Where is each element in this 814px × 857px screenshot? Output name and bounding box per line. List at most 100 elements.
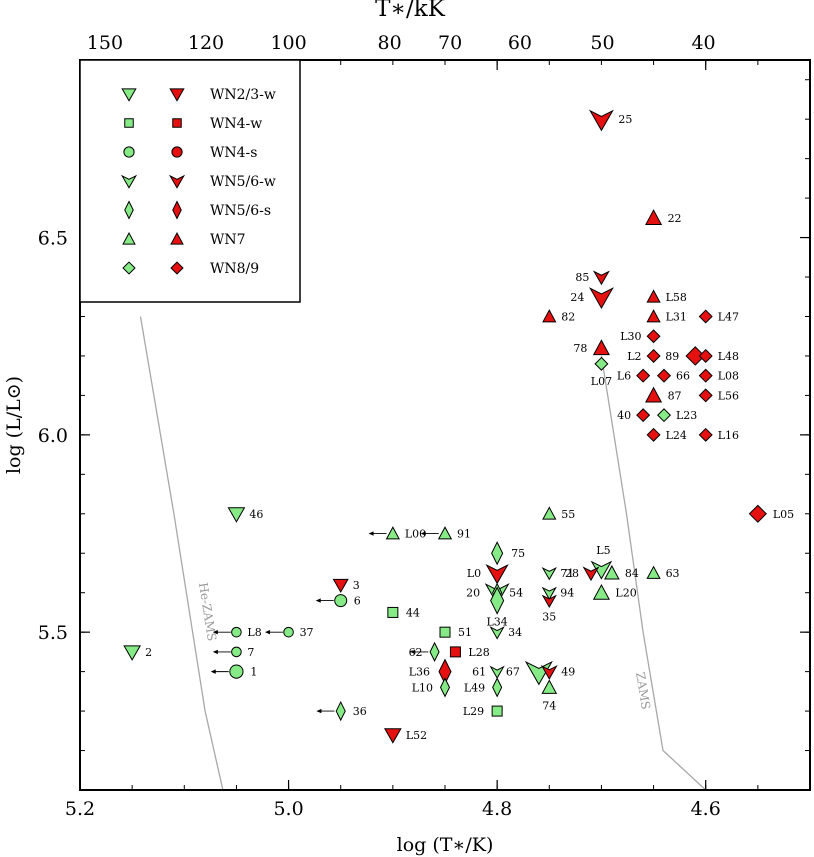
data-point-49: 49 [540,665,575,680]
data-point-label: 34 [508,626,522,639]
data-point-l05: L05 [748,504,794,523]
upper-limit-arrowhead [212,649,218,655]
top-tick-label: 70 [438,32,462,54]
legend-box [79,59,301,303]
data-point-label: L56 [718,389,739,402]
data-point-label: 67 [506,666,520,679]
data-point-label: 51 [458,626,472,639]
marker-diamond [698,388,713,403]
data-point-62: 62 [409,641,440,663]
data-point-label: L00 [405,528,426,541]
marker-diamond-tall [429,641,440,663]
legend-marker-green [122,231,136,245]
legend-label: WN4-s [210,145,257,161]
data-point-label: 1 [250,666,257,679]
marker-circle [334,594,348,608]
data-point-label: 54 [509,587,523,600]
data-point-label: L05 [773,508,794,521]
marker-diamond [636,368,651,383]
data-point-label: 22 [668,212,682,225]
data-point-label: 40 [617,409,631,422]
data-point-37: 37 [264,626,314,639]
upper-limit-arrowhead [368,531,374,536]
legend-marker-green [124,200,134,220]
data-point-l6: L6 [617,368,651,383]
curve-label: ZAMS [633,671,653,710]
curve-he-zams [139,316,224,791]
top-tick-label: 80 [378,32,402,54]
data-point-label: 94 [560,587,574,600]
marker-diamond [698,427,713,442]
data-point-40: 40 [617,408,651,423]
x-tick-label: 5.2 [65,798,95,820]
marker-diamond [698,368,713,383]
legend-marker-green [124,118,134,128]
legend-marker-green [122,261,136,275]
marker-arrow-down [590,560,613,580]
marker-diamond [646,348,661,363]
marker-square [491,705,503,717]
data-point-25: 25 [588,109,632,132]
marker-circle [231,626,242,638]
data-point-label: 84 [625,567,639,580]
marker-diamond [594,356,609,371]
curve-zams [600,355,707,791]
data-point-l34: L34 [486,586,508,629]
data-point-l49: L49 [464,677,503,698]
data-point-label: 35 [542,611,556,624]
data-point-l47: L47 [698,309,739,324]
legend-marker-green [121,88,137,102]
left-axis-ticks: 5.5 6.0 6.5 [38,79,810,752]
x-tick-label: 4.6 [691,798,721,820]
data-point-l2: L2 [627,348,661,363]
data-point-label: 63 [666,567,680,580]
data-point-label: L48 [718,350,739,363]
legend-marker-green [123,146,135,158]
marker-tri-up [542,506,557,520]
upper-limit-arrowhead [212,629,218,635]
upper-limit-arrowhead [315,598,321,603]
data-point-label: 87 [668,389,682,402]
data-point-l58: L58 [646,289,687,304]
marker-tri-down [383,728,402,744]
marker-tri-up [646,289,661,303]
data-point-label: L16 [718,429,739,442]
data-point-label: L20 [615,587,636,600]
data-point-85: 85 [575,270,610,286]
marker-arrow-down [489,626,505,640]
data-point-label: L10 [412,681,433,694]
data-point-l10: L10 [412,677,451,698]
data-point-label: L6 [617,370,631,383]
data-point-75: 75 [491,541,525,566]
data-point-label: 49 [561,666,575,679]
legend-marker-red [170,231,184,245]
data-point-l16: L16 [698,427,739,442]
data-point-l00: L00 [368,526,426,541]
data-point-87: 87 [645,386,682,403]
data-point-label: L5 [596,544,610,557]
legend-item: WN5/6-s [124,200,271,220]
marker-circle [231,646,242,658]
data-point-label: 61 [472,666,486,679]
data-point-label: L31 [666,310,687,323]
y-tick-label: 6.0 [38,425,68,447]
x-tick-label: 4.8 [482,798,512,820]
data-point-28: 28 [565,566,600,582]
legend: WN2/3-w WN4-w WN4-s WN5/6-w WN5/6-s WN7 WN8/9 [79,59,301,303]
data-point-36: 36 [316,700,367,722]
marker-tri-up [645,209,663,225]
data-point-55: 55 [542,506,575,521]
data-point-94: 94 [541,587,574,601]
data-point-l52: L52 [383,728,427,744]
legend-marker-red [170,261,184,275]
legend-item: WN8/9 [122,261,259,277]
data-point-label: 24 [570,291,584,304]
marker-diamond [748,504,767,523]
data-point-label: L29 [463,705,484,718]
data-point-84: 84 [604,564,639,580]
data-point-3: 3 [332,579,360,594]
data-point-label: L47 [718,310,739,323]
upper-limit-arrowhead [410,649,416,655]
data-point-label: 7 [247,646,254,659]
marker-tri-up [592,583,610,600]
